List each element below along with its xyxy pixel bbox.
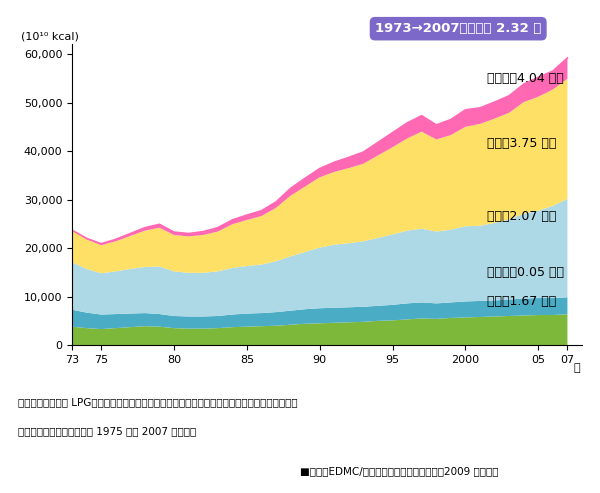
Text: ■出典：EDMC/エネルギー・経済統計要覧（2009 年度版）: ■出典：EDMC/エネルギー・経済統計要覧（2009 年度版） (300, 466, 499, 476)
Text: 太陽熱（4.04 倍）: 太陽熱（4.04 倍） (487, 72, 564, 85)
Text: 電力（3.75 倍）: 電力（3.75 倍） (487, 138, 557, 150)
Text: （注１）　ガスは LPG、都市ガスの合計。石炭等は、石炭、練豆炭、薪、木炭、その他の合計。: （注１） ガスは LPG、都市ガスの合計。石炭等は、石炭、練豆炭、薪、木炭、その… (18, 397, 298, 407)
Text: 1973→2007年　全体 2.32 倍: 1973→2007年 全体 2.32 倍 (375, 22, 541, 35)
Text: 灯油（1.67 倍）: 灯油（1.67 倍） (487, 295, 557, 308)
Text: 年: 年 (573, 363, 580, 373)
Text: （注２）　太陽熱の伸びは 1975 年と 2007 年の比較: （注２） 太陽熱の伸びは 1975 年と 2007 年の比較 (18, 426, 196, 436)
Text: (10¹⁰ kcal): (10¹⁰ kcal) (21, 32, 79, 41)
Text: ガス（2.07 倍）: ガス（2.07 倍） (487, 210, 557, 223)
Text: 石炭等（0.05 倍）: 石炭等（0.05 倍） (487, 266, 564, 279)
